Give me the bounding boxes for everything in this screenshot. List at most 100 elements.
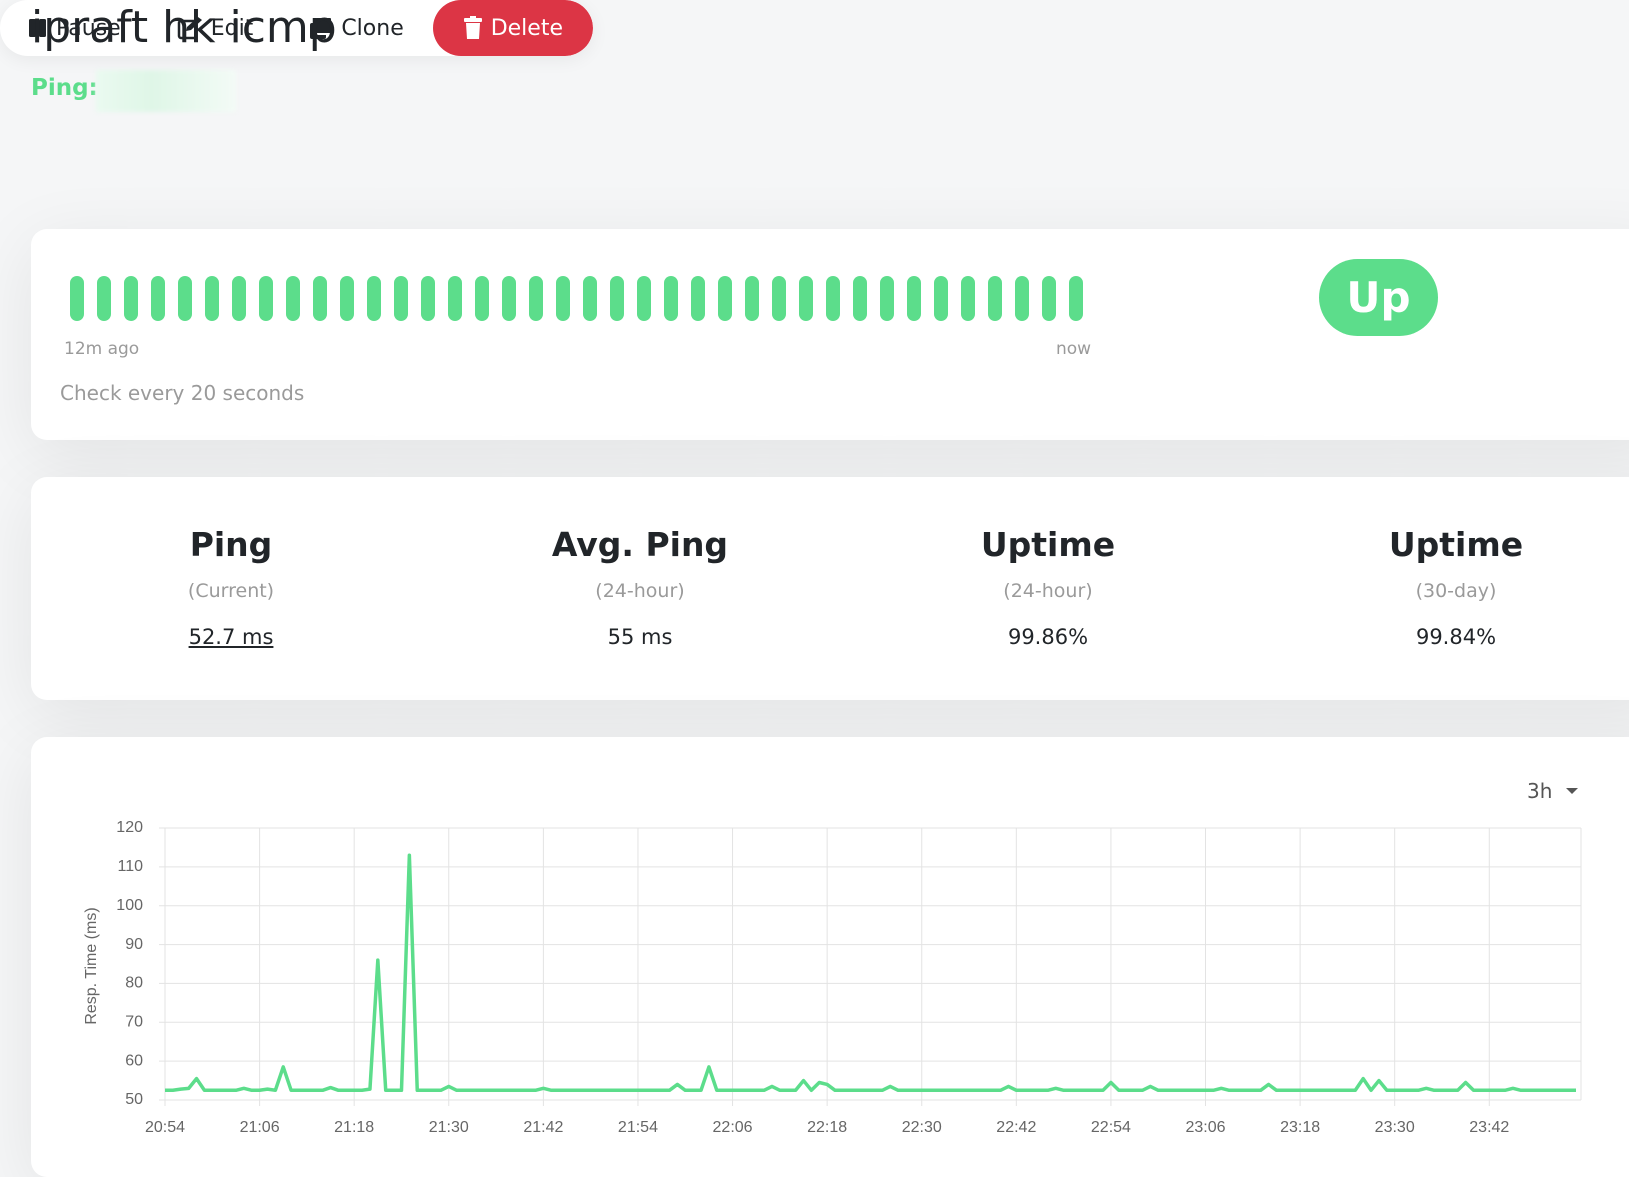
- heartbeat-beat: [259, 276, 273, 321]
- delete-icon: [463, 16, 482, 39]
- action-bar: Pause Edit Clone Delete: [0, 0, 593, 56]
- clone-icon: [310, 16, 334, 39]
- y-tick-label: 50: [125, 1091, 143, 1108]
- stat-title: Uptime: [1388, 525, 1524, 564]
- heartbeat-beat: [475, 276, 489, 321]
- heartbeat-beat: [70, 276, 84, 321]
- y-tick-label: 100: [116, 897, 143, 914]
- stat-period: (24-hour): [1003, 580, 1093, 602]
- heartbeat-beat: [1015, 276, 1029, 321]
- pause-button[interactable]: Pause: [0, 0, 149, 56]
- stat-title: Avg. Ping: [551, 525, 729, 564]
- heartbeat-beat: [502, 276, 516, 321]
- x-tick-label: 22:54: [1091, 1119, 1131, 1136]
- heartbeat-beat: [826, 276, 840, 321]
- heartbeat-beat: [97, 276, 111, 321]
- x-tick-label: 23:42: [1469, 1119, 1509, 1136]
- heartbeat-beat: [556, 276, 570, 321]
- heartbeat-beat: [313, 276, 327, 321]
- delete-button[interactable]: Delete: [432, 0, 593, 56]
- heartbeat-beat: [421, 276, 435, 321]
- heartbeat-card: 12m ago now Check every 20 seconds Up: [31, 229, 1629, 440]
- clone-button[interactable]: Clone: [281, 0, 431, 56]
- edit-label: Edit: [210, 15, 254, 41]
- stat-value: 99.84%: [1415, 625, 1497, 649]
- caret-icon: [1566, 788, 1579, 794]
- heartbeat-beat: [529, 276, 543, 321]
- x-tick-label: 22:42: [996, 1119, 1036, 1136]
- heartbeat-beat: [1069, 276, 1083, 321]
- check-interval: Check every 20 seconds: [60, 381, 305, 405]
- heartbeat-beat: [934, 276, 948, 321]
- heartbeat-beat: [1042, 276, 1056, 321]
- y-tick-label: 60: [125, 1052, 143, 1069]
- heartbeat-beat: [880, 276, 894, 321]
- y-tick-label: 70: [125, 1014, 143, 1031]
- heartbeat-start: 12m ago: [64, 339, 140, 359]
- pause-icon: [29, 19, 46, 37]
- heartbeat-beat: [853, 276, 867, 321]
- x-tick-label: 22:06: [713, 1119, 753, 1136]
- heartbeat-beat: [178, 276, 192, 321]
- y-tick-label: 120: [116, 819, 143, 836]
- heartbeat-beat: [718, 276, 732, 321]
- x-tick-label: 21:42: [523, 1119, 563, 1136]
- heartbeat-beat: [799, 276, 813, 321]
- heartbeat-beat: [232, 276, 246, 321]
- edit-button[interactable]: Edit: [149, 0, 282, 56]
- heartbeat-beat: [340, 276, 354, 321]
- heartbeat-beat: [583, 276, 597, 321]
- monitor-title: ipraft hk icmp: [31, 2, 337, 53]
- ping-label: Ping:: [31, 75, 98, 101]
- stat-period: (24-hour): [595, 580, 685, 602]
- heartbeat-beat: [151, 276, 165, 321]
- y-tick-label: 110: [117, 858, 143, 875]
- heartbeat-beat: [286, 276, 300, 321]
- stat-title: Ping: [189, 525, 273, 564]
- response-line: [165, 853, 1576, 1093]
- heartbeat-end: now: [1056, 339, 1092, 359]
- y-tick-label: 80: [125, 975, 143, 992]
- status-badge: Up: [1319, 259, 1438, 336]
- heartbeat-beat: [610, 276, 624, 321]
- edit-icon: [177, 17, 202, 40]
- heartbeat-beat: [124, 276, 138, 321]
- heartbeat-beat: [205, 276, 219, 321]
- redacted-address: [96, 70, 236, 112]
- heartbeat-beat: [772, 276, 786, 321]
- clone-label: Clone: [341, 15, 404, 41]
- stat-title: Uptime: [980, 525, 1116, 564]
- stat-value: 99.86%: [1007, 625, 1089, 649]
- heartbeat-beat: [664, 276, 678, 321]
- heartbeat-beat: [691, 276, 705, 321]
- page: ipraft hk icmp Ping: Pause Edit Clone De…: [0, 0, 1629, 1137]
- chart: 50 60 70 80 90 100 110 120 20:54 21:06 21:18 21:30 2…: [83, 819, 1582, 1136]
- heartbeat-beat: [988, 276, 1002, 321]
- range-select[interactable]: 3h: [1527, 779, 1579, 803]
- range-label: 3h: [1527, 779, 1553, 803]
- x-tick-label: 21:06: [240, 1119, 280, 1136]
- x-tick-label: 20:54: [145, 1119, 185, 1136]
- x-tick-label: 22:30: [902, 1119, 942, 1136]
- stat-period: (Current): [187, 580, 275, 602]
- stats-card: Ping (Current) 52.7 ms Avg. Ping (24-hour) 55…: [31, 477, 1629, 700]
- stat-value: 55 ms: [607, 625, 673, 649]
- chart-card: 3h: [31, 737, 1629, 1177]
- y-tick-label: 90: [125, 936, 143, 953]
- heartbeat-beat: [907, 276, 921, 321]
- delete-label: Delete: [490, 15, 563, 41]
- x-tick-label: 21:18: [334, 1119, 374, 1136]
- stat-period: (30-day): [1415, 580, 1497, 602]
- stat-value: 52.7 ms: [188, 625, 274, 649]
- x-tick-label: 21:30: [429, 1119, 469, 1136]
- x-tick-label: 23:30: [1375, 1119, 1415, 1136]
- heartbeat-beat: [961, 276, 975, 321]
- x-tick-label: 23:18: [1280, 1119, 1320, 1136]
- heartbeat-beat: [394, 276, 408, 321]
- heartbeat-beat: [637, 276, 651, 321]
- heartbeat-beat: [448, 276, 462, 321]
- heartbeat-beat: [745, 276, 759, 321]
- pause-label: Pause: [56, 15, 121, 41]
- x-tick-label: 23:06: [1185, 1119, 1225, 1136]
- heartbeat-beat: [367, 276, 381, 321]
